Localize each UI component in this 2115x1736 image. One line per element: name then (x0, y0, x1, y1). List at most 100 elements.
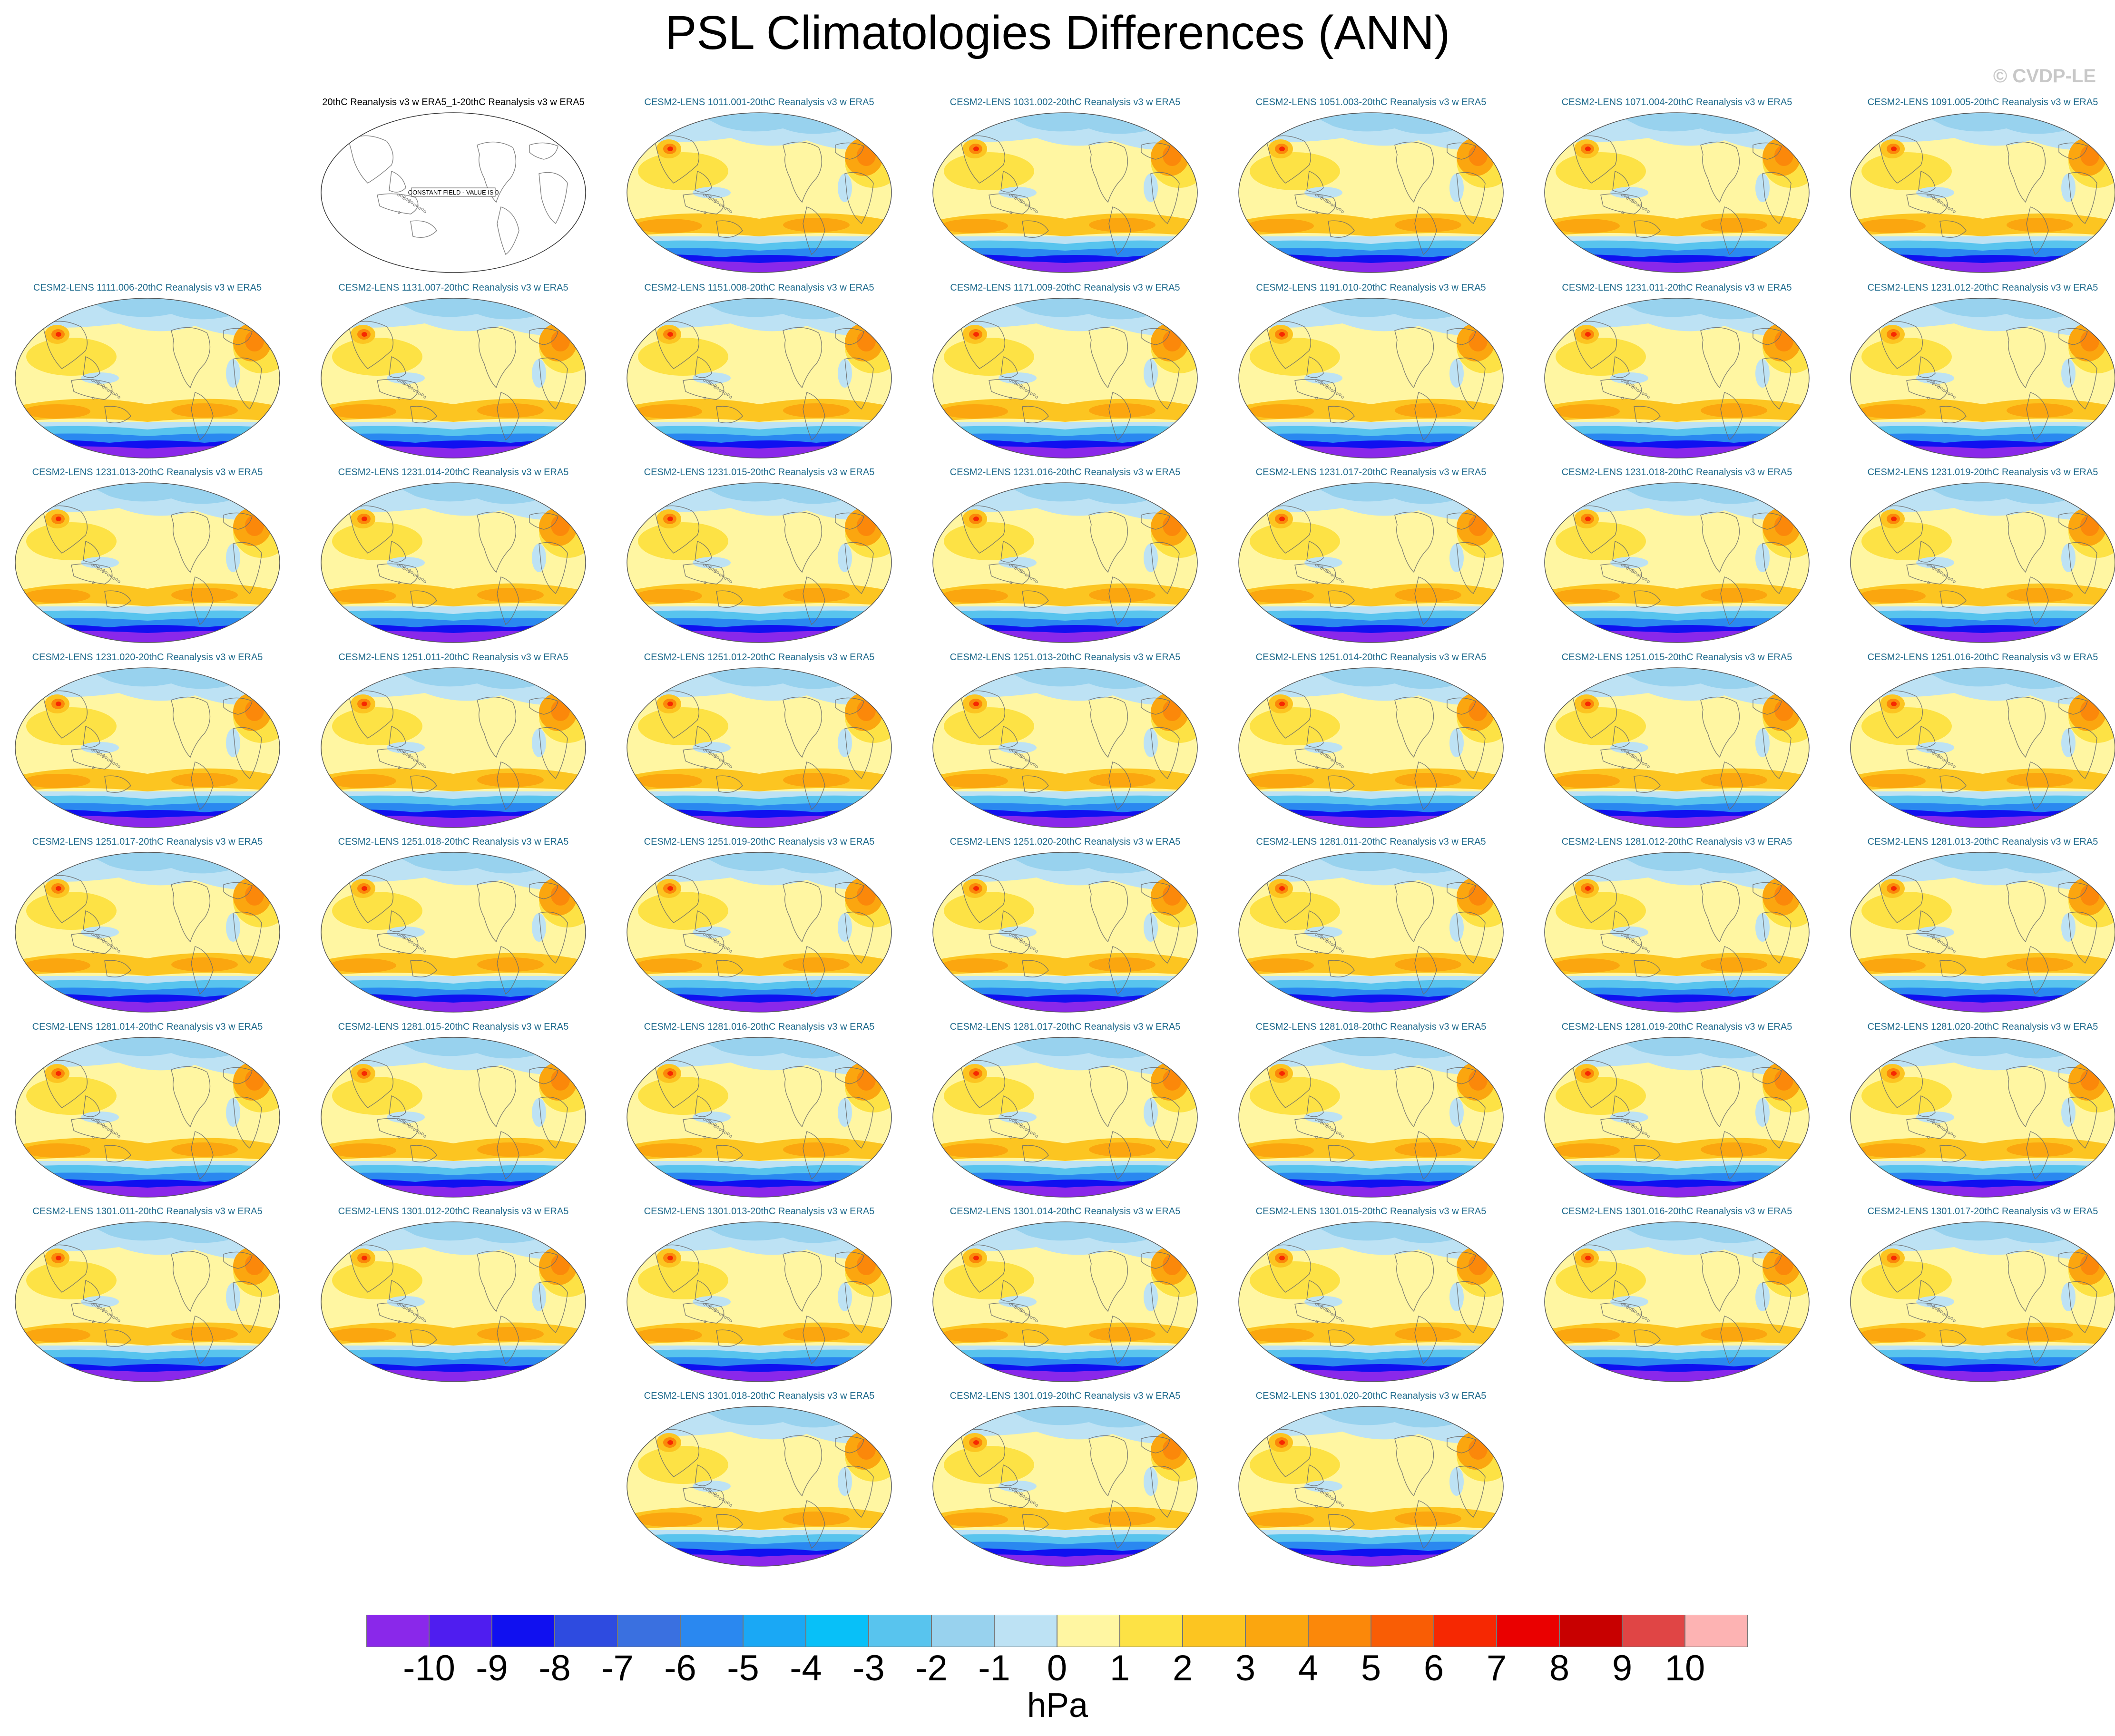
panel-title: CESM2-LENS 1231.019-20thC Reanalysis v3 … (1867, 467, 2098, 478)
panel-ensemble-member: CESM2-LENS 1281.013-20thC Reanalysis v3 … (1835, 837, 2115, 1018)
panel-title: CESM2-LENS 1281.014-20thC Reanalysis v3 … (32, 1022, 263, 1032)
map (1544, 1037, 1810, 1198)
map (932, 1406, 1198, 1567)
panel-title: CESM2-LENS 1301.011-20thC Reanalysis v3 … (32, 1206, 263, 1217)
panel-title: CESM2-LENS 1251.018-20thC Reanalysis v3 … (338, 837, 569, 847)
map (1238, 112, 1504, 273)
map (321, 1037, 586, 1198)
panel-ensemble-member: CESM2-LENS 1231.018-20thC Reanalysis v3 … (1529, 468, 1824, 648)
map (1850, 482, 2115, 643)
panel-ensemble-member: CESM2-LENS 1281.014-20thC Reanalysis v3 … (0, 1022, 295, 1203)
panel-ensemble-member: CESM2-LENS 1191.010-20thC Reanalysis v3 … (1224, 283, 1518, 464)
panel-title: CESM2-LENS 1231.014-20thC Reanalysis v3 … (338, 467, 569, 478)
panel-ensemble-member: CESM2-LENS 1281.018-20thC Reanalysis v3 … (1224, 1022, 1518, 1203)
panel-title: CESM2-LENS 1301.017-20thC Reanalysis v3 … (1867, 1206, 2098, 1217)
map (1238, 1406, 1504, 1567)
panel-title: CESM2-LENS 1281.012-20thC Reanalysis v3 … (1561, 837, 1792, 847)
panel-ensemble-member: CESM2-LENS 1281.017-20thC Reanalysis v3 … (918, 1022, 1213, 1203)
panel-ensemble-member: CESM2-LENS 1251.013-20thC Reanalysis v3 … (918, 653, 1213, 833)
map (932, 298, 1198, 458)
panel-ensemble-member: CESM2-LENS 1281.011-20thC Reanalysis v3 … (1224, 837, 1518, 1018)
map (15, 1037, 280, 1198)
panel-title: CESM2-LENS 1281.016-20thC Reanalysis v3 … (644, 1022, 875, 1032)
panel-ensemble-member: CESM2-LENS 1051.003-20thC Reanalysis v3 … (1224, 98, 1518, 278)
panel-title: CESM2-LENS 1231.012-20thC Reanalysis v3 … (1867, 283, 2098, 293)
panel-ensemble-member: CESM2-LENS 1151.008-20thC Reanalysis v3 … (612, 283, 907, 464)
panel-title: CESM2-LENS 1301.018-20thC Reanalysis v3 … (644, 1391, 875, 1401)
panel-ensemble-member: CESM2-LENS 1251.018-20thC Reanalysis v3 … (306, 837, 601, 1018)
panel-ensemble-member: CESM2-LENS 1251.017-20thC Reanalysis v3 … (0, 837, 295, 1018)
map (1850, 852, 2115, 1013)
panel-title: CESM2-LENS 1131.007-20thC Reanalysis v3 … (338, 283, 568, 293)
panel-title: CESM2-LENS 1231.018-20thC Reanalysis v3 … (1561, 467, 1792, 478)
panel-title: CESM2-LENS 1251.013-20thC Reanalysis v3 … (950, 652, 1181, 663)
panel-title: CESM2-LENS 1111.006-20thC Reanalysis v3 … (33, 283, 262, 293)
map (321, 667, 586, 828)
panel-ensemble-member: CESM2-LENS 1171.009-20thC Reanalysis v3 … (918, 283, 1213, 464)
panel-ensemble-member: CESM2-LENS 1301.013-20thC Reanalysis v3 … (612, 1207, 907, 1387)
map (15, 667, 280, 828)
map (1238, 852, 1504, 1013)
map (15, 482, 280, 643)
map (1850, 667, 2115, 828)
panel-title: CESM2-LENS 1281.017-20thC Reanalysis v3 … (950, 1022, 1181, 1032)
map (1544, 852, 1810, 1013)
panel-title: CESM2-LENS 1281.015-20thC Reanalysis v3 … (338, 1022, 569, 1032)
map (627, 112, 892, 273)
panel-ensemble-member: CESM2-LENS 1301.019-20thC Reanalysis v3 … (918, 1391, 1213, 1572)
panel-ensemble-member: CESM2-LENS 1231.019-20thC Reanalysis v3 … (1835, 468, 2115, 648)
panel-title: CESM2-LENS 1151.008-20thC Reanalysis v3 … (644, 283, 874, 293)
panel-ensemble-member: CESM2-LENS 1281.016-20thC Reanalysis v3 … (612, 1022, 907, 1203)
map (321, 852, 586, 1013)
map (932, 667, 1198, 828)
panel-ensemble-member: CESM2-LENS 1071.004-20thC Reanalysis v3 … (1529, 98, 1824, 278)
panel-ensemble-member: CESM2-LENS 1301.018-20thC Reanalysis v3 … (612, 1391, 907, 1572)
panel-title: CESM2-LENS 1031.002-20thC Reanalysis v3 … (950, 97, 1181, 107)
map (1238, 667, 1504, 828)
panel-ensemble-member: CESM2-LENS 1251.020-20thC Reanalysis v3 … (918, 837, 1213, 1018)
map (932, 482, 1198, 643)
map (1544, 298, 1810, 458)
constant-field-label: CONSTANT FIELD - VALUE IS 0 (408, 189, 499, 196)
panel-ensemble-member: CESM2-LENS 1131.007-20thC Reanalysis v3 … (306, 283, 601, 464)
map (321, 298, 586, 458)
panel-title: CESM2-LENS 1231.016-20thC Reanalysis v3 … (950, 467, 1181, 478)
panel-ensemble-member: CESM2-LENS 1231.011-20thC Reanalysis v3 … (1529, 283, 1824, 464)
panel-ensemble-member: CESM2-LENS 1281.012-20thC Reanalysis v3 … (1529, 837, 1824, 1018)
panel-title: CESM2-LENS 1171.009-20thC Reanalysis v3 … (950, 283, 1180, 293)
panel-title: CESM2-LENS 1051.003-20thC Reanalysis v3 … (1255, 97, 1487, 107)
map (627, 1406, 892, 1567)
panel-title: CESM2-LENS 1281.019-20thC Reanalysis v3 … (1561, 1022, 1792, 1032)
panel-ensemble-member: CESM2-LENS 1251.011-20thC Reanalysis v3 … (306, 653, 601, 833)
map (1238, 482, 1504, 643)
map (932, 1037, 1198, 1198)
panel-title: CESM2-LENS 1231.013-20thC Reanalysis v3 … (32, 467, 263, 478)
map (1544, 482, 1810, 643)
map (15, 1221, 280, 1382)
map (1544, 112, 1810, 273)
panel-title: CESM2-LENS 1281.011-20thC Reanalysis v3 … (1256, 837, 1486, 847)
page-title: PSL Climatologies Differences (ANN) (665, 6, 1450, 59)
map (1850, 298, 2115, 458)
panel-title: CESM2-LENS 1251.014-20thC Reanalysis v3 … (1255, 652, 1487, 663)
panel-title: CESM2-LENS 1281.020-20thC Reanalysis v3 … (1867, 1022, 2098, 1032)
map (627, 852, 892, 1013)
map (15, 298, 280, 458)
panel-ensemble-member: CESM2-LENS 1301.012-20thC Reanalysis v3 … (306, 1207, 601, 1387)
panel-ensemble-member: CESM2-LENS 1251.016-20thC Reanalysis v3 … (1835, 653, 2115, 833)
panel-title: CESM2-LENS 1231.015-20thC Reanalysis v3 … (644, 467, 875, 478)
map (932, 1221, 1198, 1382)
panel-title: CESM2-LENS 1071.004-20thC Reanalysis v3 … (1561, 97, 1792, 107)
panel-ensemble-member: CESM2-LENS 1031.002-20thC Reanalysis v3 … (918, 98, 1213, 278)
map (627, 1221, 892, 1382)
panel-ensemble-member: CESM2-LENS 1301.011-20thC Reanalysis v3 … (0, 1207, 295, 1387)
map (627, 667, 892, 828)
panel-observation: 20thC Reanalysis v3 w ERA5_1-20thC Reana… (306, 98, 601, 278)
panel-title: CESM2-LENS 1301.014-20thC Reanalysis v3 … (950, 1206, 1181, 1217)
panel-title: CESM2-LENS 1251.015-20thC Reanalysis v3 … (1561, 652, 1792, 663)
panel-ensemble-member: CESM2-LENS 1231.020-20thC Reanalysis v3 … (0, 653, 295, 833)
map: CONSTANT FIELD - VALUE IS 0 (321, 112, 586, 273)
map (627, 482, 892, 643)
panel-title: CESM2-LENS 1301.013-20thC Reanalysis v3 … (644, 1206, 875, 1217)
panel-title: CESM2-LENS 1191.010-20thC Reanalysis v3 … (1256, 283, 1486, 293)
